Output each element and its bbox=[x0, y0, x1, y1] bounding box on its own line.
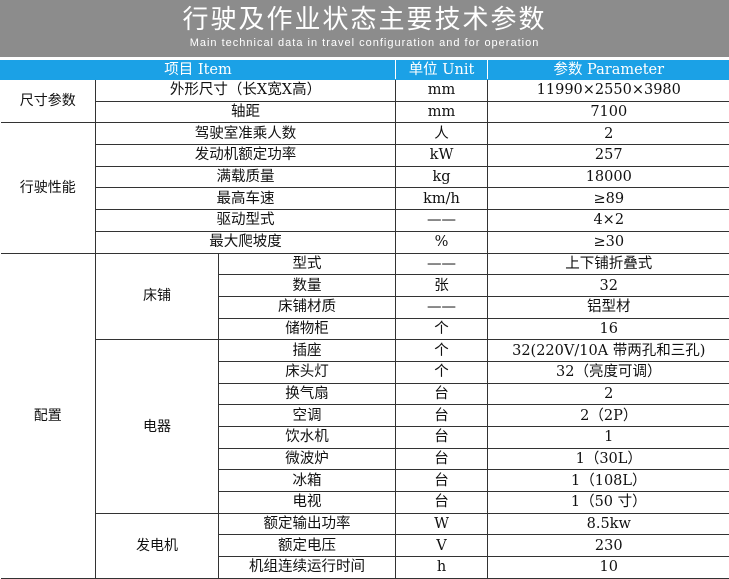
value-cell: 32 bbox=[488, 275, 729, 297]
value-cell: 1（30L） bbox=[488, 448, 729, 470]
item-cell: 轴距 bbox=[96, 101, 396, 123]
unit-cell: 个 bbox=[396, 340, 488, 362]
unit-cell: 台 bbox=[396, 470, 488, 492]
page-title: 行驶及作业状态主要技术参数 bbox=[0, 0, 729, 37]
title-banner: 行驶及作业状态主要技术参数 Main technical data in tra… bbox=[0, 0, 729, 60]
column-header-unit: 单位 Unit bbox=[396, 61, 488, 80]
value-cell: 上下铺折叠式 bbox=[488, 253, 729, 275]
item-cell: 外形尺寸（长X宽X高） bbox=[96, 80, 396, 102]
unit-cell: km/h bbox=[396, 188, 488, 210]
column-header-parameter: 参数 Parameter bbox=[488, 61, 729, 80]
value-cell: 257 bbox=[488, 145, 729, 167]
item-cell: 空调 bbox=[219, 405, 396, 427]
item-cell: 型式 bbox=[219, 253, 396, 275]
item-cell: 饮水机 bbox=[219, 427, 396, 449]
item-cell: 冰箱 bbox=[219, 470, 396, 492]
value-cell: ≥30 bbox=[488, 231, 729, 253]
item-cell: 额定输出功率 bbox=[219, 513, 396, 535]
unit-cell: 台 bbox=[396, 405, 488, 427]
value-cell: 11990×2550×3980 bbox=[488, 80, 729, 102]
value-cell: 2（2P） bbox=[488, 405, 729, 427]
subgroup-label: 电器 bbox=[96, 340, 219, 514]
unit-cell: 个 bbox=[396, 318, 488, 340]
page-subtitle: Main technical data in travel configurat… bbox=[0, 37, 729, 50]
item-cell: 储物柜 bbox=[219, 318, 396, 340]
unit-cell: 台 bbox=[396, 492, 488, 514]
value-cell: 2 bbox=[488, 383, 729, 405]
value-cell: 10 bbox=[488, 557, 729, 579]
unit-cell: mm bbox=[396, 80, 488, 102]
group-label: 配置 bbox=[1, 253, 96, 578]
item-cell: 额定电压 bbox=[219, 535, 396, 557]
unit-cell: h bbox=[396, 557, 488, 579]
value-cell: 18000 bbox=[488, 166, 729, 188]
value-cell: 16 bbox=[488, 318, 729, 340]
table-row: 最大爬坡度%≥30 bbox=[1, 231, 729, 253]
unit-cell: 个 bbox=[396, 361, 488, 383]
subgroup-label: 发电机 bbox=[96, 513, 219, 578]
item-cell: 最高车速 bbox=[96, 188, 396, 210]
value-cell: 1（50 寸） bbox=[488, 492, 729, 514]
unit-cell: % bbox=[396, 231, 488, 253]
column-header-item: 项目 Item bbox=[1, 61, 396, 80]
unit-cell: kW bbox=[396, 145, 488, 167]
item-cell: 满载质量 bbox=[96, 166, 396, 188]
value-cell: 230 bbox=[488, 535, 729, 557]
unit-cell: —— bbox=[396, 296, 488, 318]
value-cell: ≥89 bbox=[488, 188, 729, 210]
item-cell: 数量 bbox=[219, 275, 396, 297]
item-cell: 换气扇 bbox=[219, 383, 396, 405]
value-cell: 2 bbox=[488, 123, 729, 145]
item-cell: 发动机额定功率 bbox=[96, 145, 396, 167]
value-cell: 7100 bbox=[488, 101, 729, 123]
value-cell: 4×2 bbox=[488, 210, 729, 232]
unit-cell: W bbox=[396, 513, 488, 535]
item-cell: 电视 bbox=[219, 492, 396, 514]
table-row: 配置床铺型式——上下铺折叠式 bbox=[1, 253, 729, 275]
item-cell: 机组连续运行时间 bbox=[219, 557, 396, 579]
unit-cell: —— bbox=[396, 253, 488, 275]
value-cell: 1（108L） bbox=[488, 470, 729, 492]
unit-cell: 台 bbox=[396, 427, 488, 449]
unit-cell: 台 bbox=[396, 448, 488, 470]
unit-cell: —— bbox=[396, 210, 488, 232]
unit-cell: V bbox=[396, 535, 488, 557]
value-cell: 32(220V/10A 带两孔和三孔) bbox=[488, 340, 729, 362]
unit-cell: mm bbox=[396, 101, 488, 123]
unit-cell: 人 bbox=[396, 123, 488, 145]
value-cell: 铝型材 bbox=[488, 296, 729, 318]
subgroup-label: 床铺 bbox=[96, 253, 219, 340]
value-cell: 32（亮度可调） bbox=[488, 361, 729, 383]
group-label: 尺寸参数 bbox=[1, 80, 96, 123]
unit-cell: 张 bbox=[396, 275, 488, 297]
item-cell: 床铺材质 bbox=[219, 296, 396, 318]
item-cell: 微波炉 bbox=[219, 448, 396, 470]
table-row: 驱动型式——4×2 bbox=[1, 210, 729, 232]
item-cell: 驱动型式 bbox=[96, 210, 396, 232]
column-header-row: 项目 Item 单位 Unit 参数 Parameter bbox=[1, 61, 729, 80]
group-label: 行驶性能 bbox=[1, 123, 96, 253]
item-cell: 最大爬坡度 bbox=[96, 231, 396, 253]
item-cell: 驾驶室准乘人数 bbox=[96, 123, 396, 145]
value-cell: 1 bbox=[488, 427, 729, 449]
item-cell: 床头灯 bbox=[219, 361, 396, 383]
spec-table: 项目 Item 单位 Unit 参数 Parameter 尺寸参数外形尺寸（长X… bbox=[0, 60, 729, 579]
item-cell: 插座 bbox=[219, 340, 396, 362]
unit-cell: kg bbox=[396, 166, 488, 188]
unit-cell: 台 bbox=[396, 383, 488, 405]
value-cell: 8.5kw bbox=[488, 513, 729, 535]
